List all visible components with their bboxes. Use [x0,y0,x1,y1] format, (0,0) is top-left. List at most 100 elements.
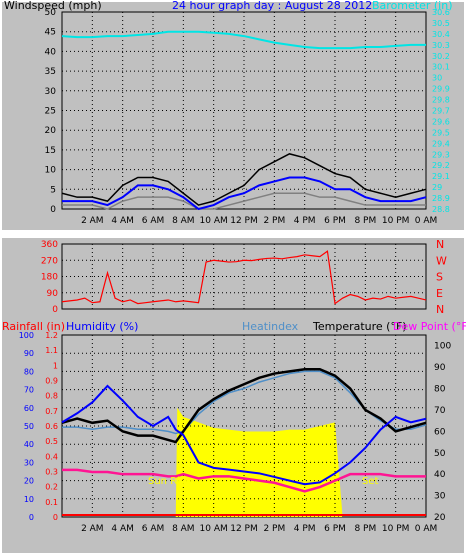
humidity-y-tick-label: 50 [24,422,34,431]
dewpoint-line [62,468,426,493]
wind-y-tick-label: 35 [45,67,56,77]
wind-x-tick-label: 8 AM [172,216,195,226]
temperature-x-tick-label: 6 AM [142,524,165,534]
wind-y-tick-label: 10 [45,166,57,176]
wind-x-tick-label: 4 AM [111,216,134,226]
wind-x-ticks: 2 AM 4 AM 6 AM 8 AM 10 AM 12 PM 2 PM 4 PM 6 PM 8 … [81,216,437,226]
heatindex-ylabel: Heatindex [242,320,299,333]
temperature-line [61,368,427,444]
wind-x-tick-label: 6 AM [142,216,165,226]
humidity-y-tick-label: 30 [24,458,34,467]
sunrise-label: Sun Rise [148,476,191,487]
temperature-y-tick-label: 60 [434,427,446,437]
rain-y-tick-label: 0.5 [45,437,58,446]
direction-grid [62,243,427,310]
barometer-y-tick-label: 28.8 [432,205,450,214]
temperature-x-tick-label: 0 AM [415,524,438,534]
rain-y-tick-label: 1.2 [45,331,58,340]
wind-y-tick-label: 5 [50,185,56,195]
wind-y-tick-label: 0 [50,205,56,215]
barometer-y-tick-label: 29.2 [432,161,450,170]
temperature-x-tick-label: 8 AM [172,524,195,534]
direction-y-tick-label: 180 [41,273,58,283]
wind-x-tick-label: 6 PM [324,216,346,226]
wind-gust-line [61,153,427,206]
temperature-grid [62,334,427,518]
direction-y-tick-label: 0 [52,305,58,315]
compass-label: W [436,254,447,267]
humidity-y-tick-label: 100 [19,331,34,340]
humidity-y-tick-label: 60 [24,404,34,413]
humidity-y-ticks: 0 10 20 30 40 50 60 70 80 90 100 [19,331,34,522]
wind-y-tick-label: 15 [45,146,56,156]
compass-label: N [436,238,444,251]
compass-label: E [436,287,443,300]
temperature-y-ticks: 20 30 40 50 60 70 80 90 100 [434,342,451,523]
chart-title: 24 hour graph day : August 28 2012 [172,0,372,12]
wind-y-tick-label: 45 [45,28,56,38]
temperature-x-ticks: 2 AM 4 AM 6 AM 8 AM 10 AM 12 PM 2 PM 4 PM 6 PM 8 … [81,524,437,534]
rain-y-tick-label: 0.4 [45,452,58,461]
barometer-y-tick-label: 29.6 [432,117,450,126]
wind-direction-line [61,250,427,305]
barometer-line [61,30,426,50]
temperature-y-tick-label: 100 [434,342,451,352]
compass-label: S [436,271,443,284]
wind-x-tick-label: 2 PM [263,216,285,226]
rain-y-tick-label: 0.3 [45,468,58,477]
barometer-y-tick-label: 29.1 [432,172,450,181]
wind-y-tick-label: 40 [45,47,57,57]
rainfall-ylabel: Rainfall (in) [2,320,65,333]
humidity-y-tick-label: 70 [24,386,34,395]
wind-y-tick-label: 30 [45,87,57,97]
wind-y-tick-label: 20 [45,126,57,136]
wind-x-tick-label: 10 AM [200,216,228,226]
humidity-line [61,384,427,486]
temperature-x-tick-label: 4 AM [111,524,134,534]
wind-avg-line [62,176,427,211]
temperature-y-tick-label: 20 [434,513,446,523]
temperature-x-tick-label: 6 PM [324,524,346,534]
wind-y-ticks: 0 5 10 15 20 25 30 35 40 45 50 [45,8,57,215]
barometer-ylabel: Barometer (in) [372,0,453,12]
rain-y-tick-label: 1 [53,361,58,370]
wind-x-tick-label: 8 PM [354,216,376,226]
barometer-y-tick-label: 30.1 [432,63,450,72]
direction-y-tick-label: 270 [41,256,58,266]
temperature-x-tick-label: 2 PM [263,524,285,534]
temperature-y-tick-label: 70 [434,406,446,416]
humidity-y-tick-label: 40 [24,440,34,449]
direction-series [61,250,427,305]
barometer-y-ticks: 28.8 28.9 29 29.1 29.2 29.3 29.4 29.5 29.629.7 29… [432,8,450,214]
humidity-y-tick-label: 20 [24,477,34,486]
barometer-y-tick-label: 30.6 [432,8,450,17]
barometer-y-tick-label: 29.3 [432,150,450,159]
barometer-y-tick-label: 29.8 [432,96,450,105]
wind-series [61,30,427,211]
temperature-y-tick-label: 30 [434,492,446,502]
barometer-y-tick-label: 28.9 [432,194,450,203]
direction-y-tick-label: 360 [41,240,58,250]
wind-x-tick-label: 12 PM [230,216,258,226]
rain-y-tick-label: 1.1 [45,346,58,355]
temperature-ylabel: Temperature (°F) [312,320,407,333]
rain-y-tick-label: 0.2 [45,483,58,492]
humidity-y-tick-label: 0 [29,513,34,522]
rain-y-tick-label: 0.8 [45,392,58,401]
dewpoint-ylabel: Dew Point (°F) [393,320,466,333]
direction-y-ticks: 0 90 180 270 360 [41,240,58,315]
wind-x-tick-label: 4 PM [294,216,316,226]
direction-y-tick-label: 90 [47,289,59,299]
temperature-series [61,368,427,516]
temperature-x-tick-label: 8 PM [354,524,376,534]
temperature-y-tick-label: 90 [434,363,446,373]
temperature-x-tick-label: 10 PM [382,524,410,534]
temperature-y-tick-label: 80 [434,385,446,395]
barometer-y-tick-label: 29.9 [432,85,450,94]
wind-x-tick-label: 2 AM [81,216,104,226]
rain-y-tick-label: 0.6 [45,422,58,431]
temperature-y-tick-label: 50 [434,449,446,459]
